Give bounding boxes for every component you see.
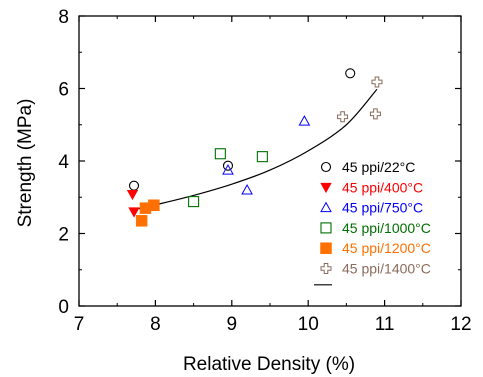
legend-marker: [320, 222, 332, 234]
data-point-series-6: [369, 108, 381, 120]
data-point-series-1: [128, 180, 140, 191]
x-axis-title: Relative Density (%): [183, 354, 355, 375]
marker-shape: [148, 199, 160, 211]
tick-labels: 7 8 9 10 11 12 0 2 4 6 8: [58, 7, 471, 335]
data-point-series-3: [222, 164, 234, 175]
y-tick-label: 6: [58, 80, 69, 101]
marker-shape: [320, 222, 332, 234]
data-point-series-6: [371, 76, 383, 88]
legend-marker: [320, 263, 332, 274]
marker-shape: [320, 242, 332, 254]
x-tick-label: 8: [150, 314, 161, 335]
data-points-layer: [126, 68, 383, 227]
legend-marker: [320, 242, 332, 254]
y-tick-label: 4: [58, 152, 69, 173]
legend-marker: [320, 182, 332, 194]
marker-shape: [371, 76, 383, 88]
marker-shape: [320, 161, 332, 173]
marker-shape: [135, 215, 148, 227]
fit-curve: [136, 88, 378, 210]
marker-shape: [222, 160, 234, 171]
data-point-series-3: [241, 183, 253, 195]
data-point-series-4: [188, 196, 200, 208]
legend-marker: [320, 201, 332, 213]
data-point-series-3: [298, 115, 311, 126]
x-tick-label: 12: [450, 314, 471, 335]
marker-shape: [128, 180, 140, 191]
marker-shape: [345, 68, 356, 79]
marker-shape: [320, 263, 332, 274]
data-point-series-4: [214, 148, 226, 160]
marker-shape: [369, 108, 381, 120]
legend-label: 45 ppi/1400°C: [342, 261, 431, 277]
x-tick-label: 7: [74, 314, 85, 335]
marker-shape: [241, 183, 253, 195]
y-tick-label: 0: [58, 297, 69, 318]
data-point-series-1: [222, 160, 234, 171]
x-tick-label: 10: [298, 314, 319, 335]
y-tick-label: 8: [58, 7, 69, 28]
data-point-series-1: [345, 68, 356, 79]
fit-curve-layer: [136, 88, 378, 210]
tick-marks: [78, 15, 462, 307]
y-axis-title: Strength (MPa): [15, 99, 36, 228]
data-point-series-5: [148, 199, 160, 211]
marker-shape: [337, 111, 349, 123]
legend-label: 45 ppi/1000°C: [342, 220, 431, 236]
marker-shape: [298, 115, 311, 126]
legend-label: 45 ppi/400°C: [342, 179, 423, 195]
y-tick-label: 2: [58, 225, 69, 246]
legend: 45 ppi/22°C 45 ppi/400°C 45 ppi/750°C 45 pp…: [314, 159, 431, 286]
data-point-series-4: [256, 151, 268, 163]
data-point-series-6: [337, 111, 349, 123]
marker-shape: [214, 148, 226, 160]
marker-shape: [320, 182, 332, 194]
marker-shape: [256, 151, 268, 163]
legend-label: 45 ppi/22°C: [342, 159, 415, 175]
legend-marker: [320, 161, 332, 173]
marker-shape: [128, 207, 140, 218]
legend-label: 45 ppi/1200°C: [342, 240, 431, 256]
legend-label: 45 ppi/750°C: [342, 200, 423, 216]
data-point-series-2: [126, 189, 139, 201]
marker-shape: [222, 164, 234, 175]
data-point-series-2: [128, 207, 140, 218]
data-point-series-5: [135, 215, 148, 227]
marker-shape: [126, 189, 139, 201]
x-tick-label: 9: [227, 314, 238, 335]
marker-shape: [188, 196, 200, 208]
x-tick-label: 11: [375, 314, 395, 335]
marker-shape: [320, 201, 332, 213]
